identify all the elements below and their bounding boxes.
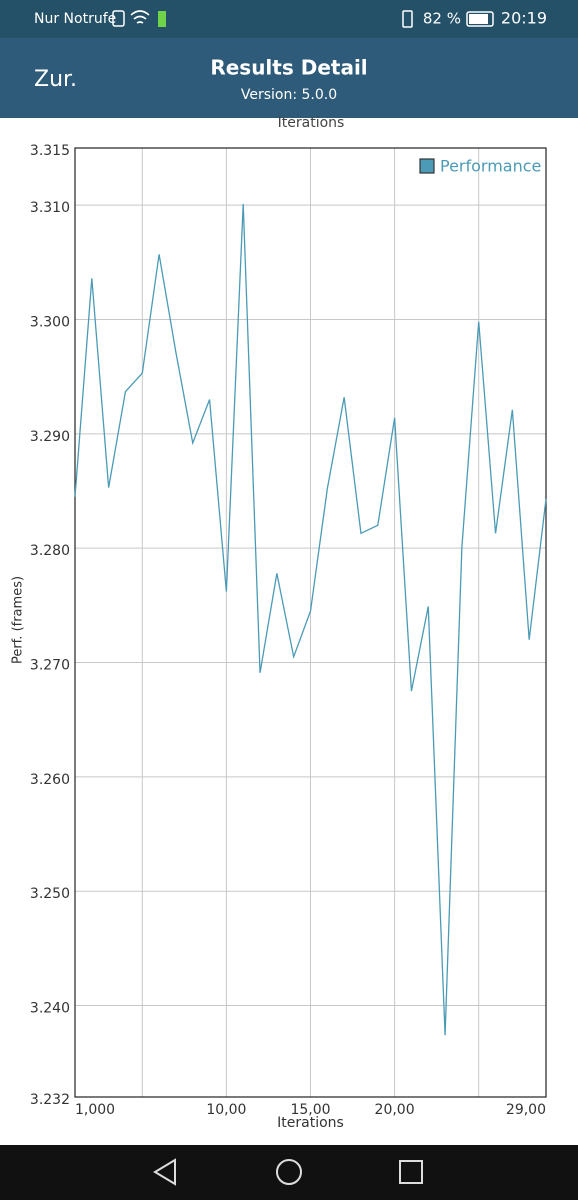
- nav-back[interactable]: [153, 1158, 176, 1186]
- x-tick-label: 15,00: [290, 1102, 330, 1118]
- y-tick-label: 3.232: [30, 1092, 70, 1108]
- back-button[interactable]: Zur.: [34, 67, 77, 92]
- x-tick-label: 10,00: [206, 1102, 246, 1118]
- y-axis-label: Perf. (frames): [11, 576, 26, 664]
- page-subtitle: Version: 5.0.0: [241, 87, 337, 103]
- vibrate-icon: [402, 10, 413, 28]
- nav-bar: [0, 1145, 578, 1200]
- y-tick-label: 3.315: [30, 143, 70, 159]
- app-bar: [0, 38, 578, 118]
- y-tick-label: 3.270: [30, 658, 70, 674]
- y-tick-label: 3.260: [30, 772, 70, 788]
- wifi-icon: [130, 10, 150, 24]
- legend-label: Performance: [440, 157, 541, 176]
- legend-swatch: [419, 158, 435, 174]
- page-title: Results Detail: [210, 56, 367, 80]
- x-tick-label: 20,00: [375, 1102, 415, 1118]
- battery-fill: [469, 14, 488, 24]
- nav-home[interactable]: [276, 1159, 302, 1185]
- y-tick-label: 3.290: [30, 429, 70, 445]
- y-tick-label: 3.280: [30, 543, 70, 559]
- y-tick-label: 3.250: [30, 886, 70, 902]
- y-tick-label: 3.240: [30, 1001, 70, 1017]
- y-tick-label: 3.310: [30, 200, 70, 216]
- battery-icon: [466, 11, 494, 27]
- y-tick-label: 3.300: [30, 315, 70, 331]
- x-tick-label: 29,00: [506, 1102, 546, 1118]
- carrier: Nur Notrufe: [34, 11, 116, 27]
- plot-frame: [74, 147, 547, 1098]
- clock: 20:19: [501, 9, 547, 28]
- x-tick-label: 1,000: [75, 1102, 115, 1118]
- sim-icon: [112, 10, 125, 27]
- above-label: Iterations: [278, 115, 345, 131]
- battery-saver-icon: [158, 11, 166, 27]
- battery-level: 82 %: [423, 10, 461, 28]
- nav-recents[interactable]: [399, 1160, 423, 1184]
- x-axis-label: Iterations: [277, 1115, 344, 1131]
- data-line: [74, 204, 547, 1036]
- chart: 3.315 3.310 3.300 3.290 3.280 3.270 3.260 3.250…: [11, 143, 547, 1131]
